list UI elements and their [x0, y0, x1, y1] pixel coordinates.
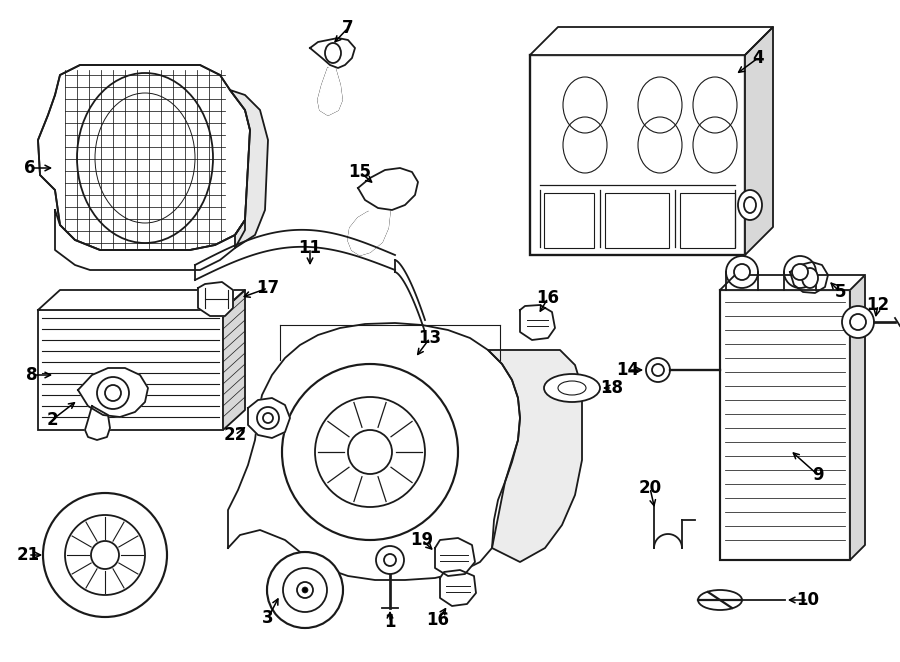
- Polygon shape: [38, 290, 245, 310]
- Polygon shape: [38, 65, 250, 250]
- Ellipse shape: [376, 546, 404, 574]
- Polygon shape: [38, 65, 250, 250]
- Polygon shape: [318, 68, 342, 115]
- Bar: [605, 193, 669, 248]
- Text: 18: 18: [600, 379, 624, 397]
- Text: 16: 16: [427, 611, 449, 629]
- Ellipse shape: [282, 364, 458, 540]
- Text: 20: 20: [638, 479, 662, 497]
- Polygon shape: [310, 38, 355, 68]
- Text: 2: 2: [46, 411, 58, 429]
- Polygon shape: [488, 350, 582, 562]
- Ellipse shape: [850, 314, 866, 330]
- Text: 3: 3: [262, 609, 274, 627]
- Ellipse shape: [646, 358, 670, 382]
- Ellipse shape: [91, 541, 119, 569]
- Polygon shape: [228, 323, 520, 580]
- Text: 12: 12: [867, 296, 889, 314]
- Ellipse shape: [384, 554, 396, 566]
- Polygon shape: [850, 275, 865, 560]
- Polygon shape: [440, 570, 476, 606]
- Ellipse shape: [734, 264, 750, 280]
- Polygon shape: [55, 210, 245, 270]
- Text: 16: 16: [536, 289, 560, 307]
- Polygon shape: [348, 210, 390, 255]
- Text: 6: 6: [24, 159, 36, 177]
- Ellipse shape: [315, 397, 425, 507]
- Polygon shape: [198, 282, 233, 316]
- Text: 11: 11: [299, 239, 321, 257]
- Text: 15: 15: [348, 163, 372, 181]
- Polygon shape: [530, 27, 773, 55]
- Ellipse shape: [325, 43, 341, 63]
- Bar: [544, 193, 594, 248]
- Polygon shape: [520, 305, 555, 340]
- Text: 22: 22: [223, 426, 247, 444]
- Polygon shape: [435, 538, 475, 576]
- Ellipse shape: [652, 364, 664, 376]
- Polygon shape: [745, 27, 773, 255]
- Ellipse shape: [302, 587, 308, 593]
- Polygon shape: [223, 290, 245, 430]
- Ellipse shape: [738, 190, 762, 220]
- Text: 13: 13: [418, 329, 442, 347]
- Text: 1: 1: [384, 613, 396, 631]
- Polygon shape: [358, 168, 418, 210]
- Ellipse shape: [97, 377, 129, 409]
- Text: 9: 9: [812, 466, 824, 484]
- Ellipse shape: [267, 552, 343, 628]
- Polygon shape: [790, 262, 828, 293]
- Ellipse shape: [43, 493, 167, 617]
- Ellipse shape: [698, 590, 742, 610]
- Polygon shape: [78, 368, 148, 417]
- Ellipse shape: [558, 381, 586, 395]
- Ellipse shape: [257, 407, 279, 429]
- Bar: [680, 193, 735, 248]
- Text: 4: 4: [752, 49, 764, 67]
- Polygon shape: [248, 398, 290, 438]
- Ellipse shape: [105, 385, 121, 401]
- Ellipse shape: [297, 582, 313, 598]
- Ellipse shape: [726, 256, 758, 288]
- Ellipse shape: [744, 197, 756, 213]
- Ellipse shape: [842, 306, 874, 338]
- Bar: [530, 55, 745, 255]
- Polygon shape: [85, 406, 110, 440]
- Ellipse shape: [348, 430, 392, 474]
- Text: 19: 19: [410, 531, 434, 549]
- Text: 14: 14: [616, 361, 640, 379]
- Bar: [38, 310, 223, 430]
- Text: 10: 10: [796, 591, 820, 609]
- Text: 8: 8: [26, 366, 38, 384]
- Ellipse shape: [784, 256, 816, 288]
- Ellipse shape: [544, 374, 600, 402]
- Text: 5: 5: [834, 283, 846, 301]
- Text: 7: 7: [342, 19, 354, 37]
- Polygon shape: [720, 275, 865, 290]
- Text: 17: 17: [256, 279, 280, 297]
- Text: 21: 21: [16, 546, 40, 564]
- Ellipse shape: [792, 264, 808, 280]
- Ellipse shape: [263, 413, 273, 423]
- Ellipse shape: [283, 568, 327, 612]
- Ellipse shape: [802, 268, 818, 288]
- Polygon shape: [230, 90, 268, 248]
- Bar: [720, 290, 850, 560]
